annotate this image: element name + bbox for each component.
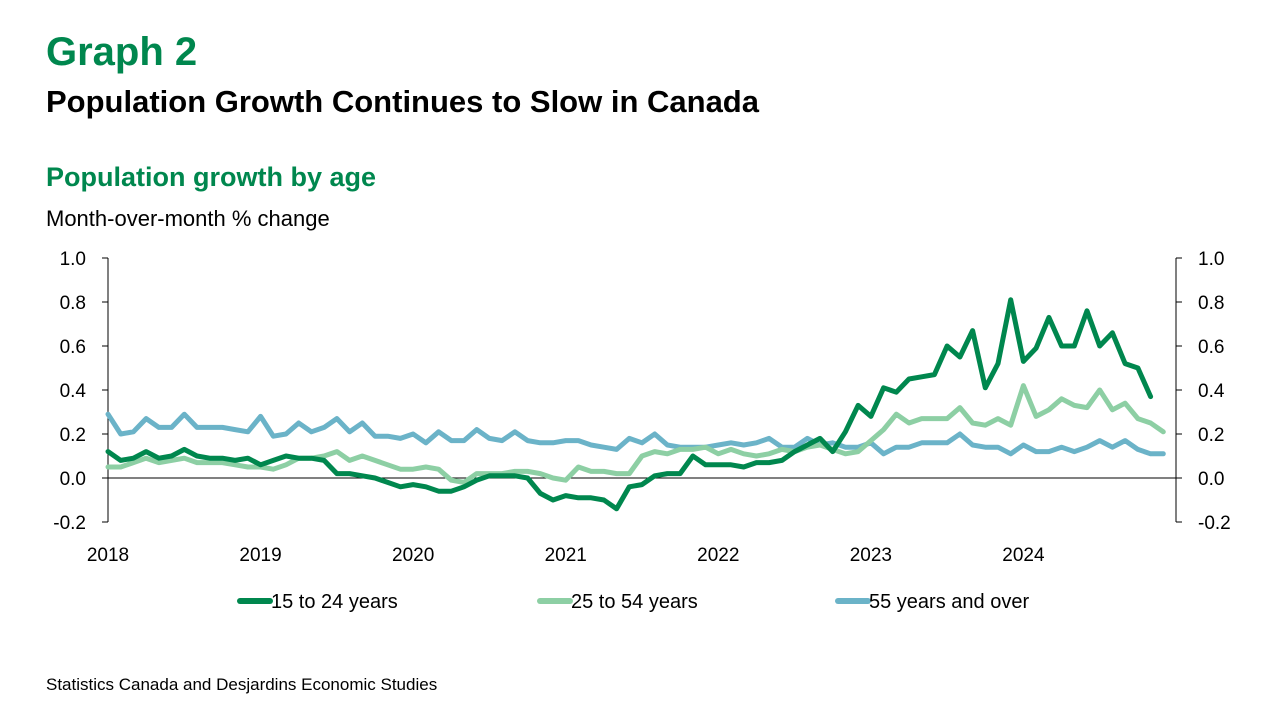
graph-label: Graph 2: [46, 30, 198, 74]
legend-label: 25 to 54 years: [571, 591, 698, 613]
y-tick-label-right: -0.2: [1198, 513, 1231, 534]
y-tick-label-left: -0.2: [53, 513, 86, 534]
chart-legend: 15 to 24 years 25 to 54 years 55 years and…: [237, 591, 1029, 613]
series-line-1: [105, 297, 1154, 512]
x-tick-label: 2022: [697, 545, 739, 566]
y-axis-unit-label: Month-over-month % change: [46, 206, 330, 231]
y-tick-label-right: 0.0: [1198, 469, 1224, 490]
legend-label: 15 to 24 years: [271, 591, 398, 613]
chart-series-group: [105, 297, 1166, 512]
x-tick-label: 2024: [1002, 545, 1045, 566]
y-tick-label-right: 0.8: [1198, 293, 1224, 314]
y-tick-label-left: 0.4: [60, 381, 87, 402]
y-tick-label-left: 0.6: [60, 337, 86, 358]
legend-label: 55 years and over: [869, 591, 1029, 613]
x-tick-label: 2020: [392, 545, 434, 566]
x-tick-label: 2019: [239, 545, 281, 566]
y-tick-label-right: 1.0: [1198, 249, 1224, 270]
x-tick-label: 2018: [87, 545, 129, 566]
y-tick-label-left: 1.0: [60, 249, 86, 270]
x-tick-label: 2023: [850, 545, 892, 566]
y-tick-label-left: 0.2: [60, 425, 86, 446]
chart-axes: 1.0 1.0 0.8 0.8 0.6 0.6 0.4 0.4 0.2 0.2 0.0 0.0 -0.2…: [53, 249, 1231, 566]
page-title: Population Growth Continues to Slow in C…: [46, 84, 759, 119]
y-tick-label-left: 0.0: [60, 469, 86, 490]
x-tick-label: 2021: [545, 545, 587, 566]
y-tick-label-right: 0.2: [1198, 425, 1224, 446]
series-line-3: [105, 411, 1166, 457]
chart-title: Population growth by age: [46, 162, 376, 192]
series-line-2: [105, 383, 1166, 485]
y-tick-label-left: 0.8: [60, 293, 86, 314]
y-tick-label-right: 0.4: [1198, 381, 1225, 402]
y-tick-label-right: 0.6: [1198, 337, 1224, 358]
source-note: Statistics Canada and Desjardins Economi…: [46, 675, 438, 694]
